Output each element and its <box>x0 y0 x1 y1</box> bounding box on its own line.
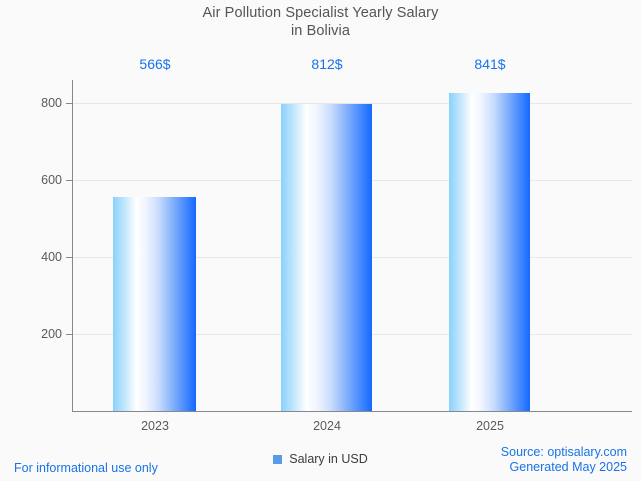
source-text: Source: optisalary.com <box>500 445 627 459</box>
chart-legend: Salary in USD <box>0 452 641 467</box>
generated-text: Generated May 2025 <box>509 460 627 474</box>
y-tick-mark-400 <box>66 257 72 258</box>
legend-item-salary[interactable]: Salary in USD <box>273 452 368 466</box>
bar-2024[interactable] <box>281 104 372 411</box>
x-tick-label-2025: 2025 <box>476 419 504 433</box>
x-axis-line <box>72 411 632 412</box>
y-tick-mark-600 <box>66 180 72 181</box>
y-tick-label-800: 800 <box>41 96 62 110</box>
bar-value-label-2024: 812$ <box>311 56 343 72</box>
bar-value-label-2023: 566$ <box>139 56 171 72</box>
gridline-800 <box>72 103 632 104</box>
y-axis-labels: 800 600 400 200 <box>14 0 62 481</box>
y-tick-label-600: 600 <box>41 173 62 187</box>
y-tick-mark-200 <box>66 334 72 335</box>
y-tick-label-400: 400 <box>41 250 62 264</box>
bar-2023[interactable] <box>113 197 196 411</box>
y-tick-mark-800 <box>66 103 72 104</box>
disclaimer-note: For informational use only <box>14 461 158 475</box>
legend-label: Salary in USD <box>289 452 368 466</box>
legend-swatch-icon <box>273 454 283 464</box>
plot-area <box>72 80 632 411</box>
source-block: Source: optisalary.com Generated May 202… <box>501 445 627 475</box>
y-tick-label-200: 200 <box>41 327 62 341</box>
y-axis-line <box>72 80 73 412</box>
chart-title-line-2: in Bolivia <box>290 23 351 39</box>
bar-value-label-2025: 841$ <box>474 56 506 72</box>
bar-2025[interactable] <box>449 93 530 411</box>
x-tick-label-2023: 2023 <box>141 419 169 433</box>
chart-title-line-1: Air Pollution Specialist Yearly Salary <box>202 5 439 21</box>
x-tick-label-2024: 2024 <box>313 419 341 433</box>
chart-title: Air Pollution Specialist Yearly Salary i… <box>0 4 641 40</box>
